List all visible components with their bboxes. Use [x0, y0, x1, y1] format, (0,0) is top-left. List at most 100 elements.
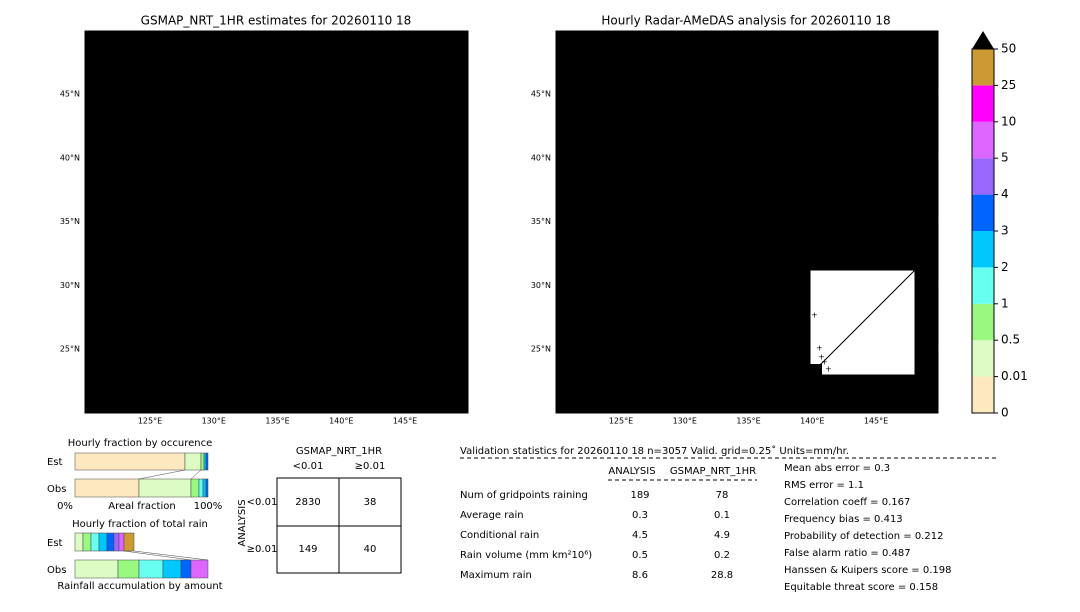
colorbar-segment: [972, 231, 994, 268]
col-label: ANALYSIS: [608, 466, 655, 477]
cell: 2830: [295, 497, 320, 508]
svg-text:+: +: [825, 365, 832, 374]
svg-text:+: +: [821, 358, 828, 367]
colorbar-segment: [972, 158, 994, 195]
lat-label: 30°N: [531, 281, 551, 290]
x-tick-label: 20: [847, 381, 857, 390]
colorbar: 0 0.01 0.5 1 2 3 4 5 10 25 50: [971, 42, 1028, 420]
cell: 78: [716, 490, 729, 501]
row-label: Obs: [47, 484, 66, 495]
svg-text:+: +: [818, 353, 825, 362]
colorbar-segment: [972, 340, 994, 377]
col-label: GSMAP_NRT_1HR: [670, 466, 756, 477]
row-label: <0.01: [247, 497, 278, 508]
cell: 4.9: [714, 530, 730, 541]
occurrence-bars: [74, 452, 209, 498]
colorbar-label: 50: [1001, 42, 1016, 56]
colorbar-segment: [972, 49, 994, 86]
y-tick-label: 40: [795, 287, 805, 296]
cell: 8.6: [632, 570, 648, 581]
score: Probability of detection = 0.212: [784, 531, 943, 542]
lon-label: 125°E: [138, 417, 162, 426]
total-rain-bars: [74, 532, 209, 579]
lon-label: 145°E: [393, 417, 417, 426]
colorbar-label: 4: [1001, 187, 1009, 201]
cell: 0.3: [632, 510, 648, 521]
score: False alarm ratio = 0.487: [784, 548, 911, 559]
lat-label: 35°N: [531, 217, 551, 226]
lat-label: 40°N: [531, 153, 551, 162]
x-tick-label: 10: [826, 381, 836, 390]
cell: 38: [364, 497, 377, 508]
colorbar-label: 3: [1001, 224, 1009, 238]
cell: 4.5: [632, 530, 648, 541]
cell: 0.2: [714, 550, 730, 561]
lon-label: 125°E: [609, 417, 633, 426]
colorbar-segment: [972, 121, 994, 159]
svg-text:+: +: [816, 344, 823, 353]
x-tick-label: 30: [868, 381, 878, 390]
y-tick-label: 10: [795, 350, 805, 359]
scores: Mean abs error = 0.3 RMS error = 1.1 Corre…: [784, 463, 951, 593]
lat-label: 40°N: [60, 153, 80, 162]
y-tick-label: 20: [795, 329, 805, 338]
colorbar-segment: [972, 194, 994, 231]
row-label: Conditional rain: [460, 530, 539, 541]
diagonal: [809, 269, 916, 376]
colorbar-label: 10: [1001, 114, 1016, 128]
lat-label: 45°N: [531, 90, 551, 99]
validation-rows: Num of gridpoints raining 189 78 Average ra…: [460, 490, 733, 581]
cell: 149: [298, 544, 317, 555]
colorbar-segment: [972, 267, 994, 304]
col-label: <0.01: [293, 461, 324, 472]
row-label: Est: [47, 538, 63, 549]
colorbar-segment: [972, 303, 994, 341]
cell: 0.1: [714, 510, 730, 521]
colorbar-label: 2: [1001, 260, 1009, 274]
score: Hanssen & Kuipers score = 0.198: [784, 565, 951, 576]
y-tick-label: 50: [795, 266, 805, 275]
lat-label: 45°N: [60, 90, 80, 99]
cell: 28.8: [711, 570, 733, 581]
colorbar-segment: [972, 376, 994, 413]
scatter-xlabel: ANALYSIS: [837, 390, 884, 401]
colorbar-label: 0.01: [1001, 369, 1028, 383]
colorbar-label: 0: [1001, 406, 1009, 420]
score: RMS error = 1.1: [784, 480, 864, 491]
credit: Provided by JWA/JMA: [561, 399, 664, 410]
row-label: Rain volume (mm km²10⁶): [460, 550, 592, 561]
colorbar-label: 25: [1001, 78, 1016, 92]
colorbar-label: 1: [1001, 296, 1009, 310]
colorbar-extend: [972, 31, 994, 49]
axis-label: 100%: [194, 501, 223, 512]
cell: 0.5: [632, 550, 648, 561]
colorbar-label: 0.5: [1001, 333, 1020, 347]
cell: 40: [364, 544, 377, 555]
row-label: Est: [47, 457, 63, 468]
col-label: ≥0.01: [355, 461, 386, 472]
x-tick-label: 0: [807, 381, 812, 390]
lat-label: 25°N: [531, 345, 551, 354]
map-title: GSMAP_NRT_1HR estimates for 20260110 18: [141, 14, 412, 28]
lon-label: 130°E: [673, 417, 697, 426]
y-tick-label: 30: [795, 308, 805, 317]
lat-label: 35°N: [60, 217, 80, 226]
score: Mean abs error = 0.3: [784, 463, 890, 474]
lat-label: 25°N: [60, 345, 80, 354]
axis-label: Rainfall accumulation by amount: [57, 581, 222, 592]
row-label: Obs: [47, 565, 66, 576]
axis-label: Areal fraction: [108, 501, 175, 512]
colorbar-segment: [972, 85, 994, 122]
lon-label: 140°E: [800, 417, 824, 426]
lat-label: 30°N: [60, 281, 80, 290]
lon-label: 140°E: [329, 417, 353, 426]
table-title: GSMAP_NRT_1HR: [296, 446, 382, 457]
score: Equitable threat score = 0.158: [784, 582, 938, 593]
cell: 189: [630, 490, 649, 501]
score: Frequency bias = 0.413: [784, 514, 903, 525]
panel-title: Hourly fraction of total rain: [72, 519, 208, 530]
x-tick-label: 50: [910, 381, 920, 390]
score: Correlation coeff = 0.167: [784, 497, 910, 508]
lon-label: 135°E: [736, 417, 760, 426]
scatter-ylabel: GSMAP_NRT_1HR: [783, 279, 794, 365]
